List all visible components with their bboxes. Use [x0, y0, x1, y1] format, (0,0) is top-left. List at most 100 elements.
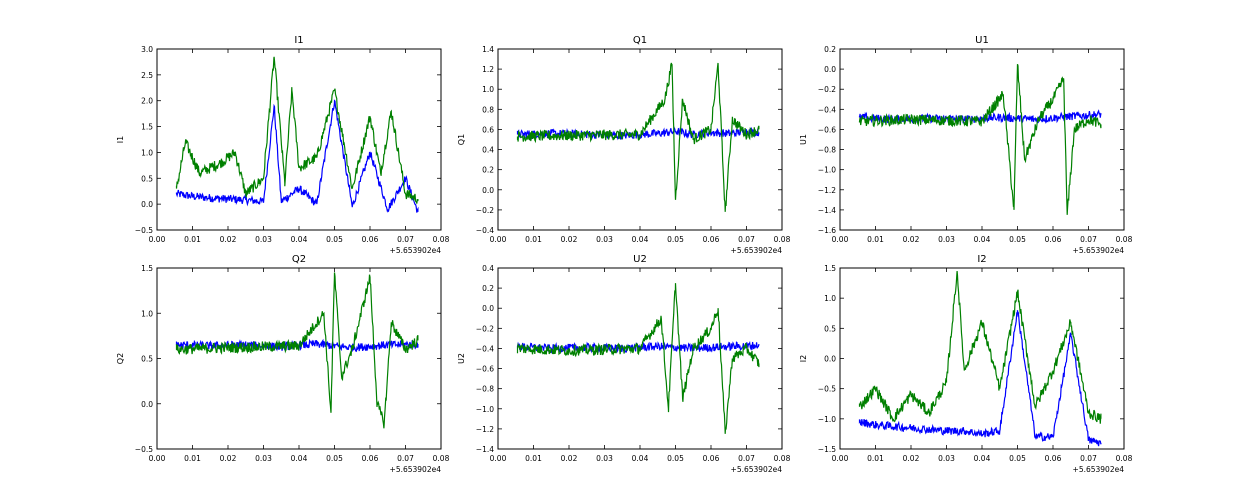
- series-line-2: [858, 63, 1102, 215]
- y-axis-label: I2: [799, 355, 808, 362]
- y-tick-label: 1.0: [824, 294, 836, 303]
- x-tick-label: 0.00: [149, 454, 166, 463]
- x-tick-label: 0.06: [362, 454, 379, 463]
- subplot-i1: 0.00 0.01 0.02 0.03 0.04 0.05 0.06 0.07 0.08 −0.5…: [116, 35, 450, 255]
- x-tick-label: 0.01: [525, 235, 542, 244]
- subplot-u1: 0.00 0.01 0.02 0.03 0.04 0.05 0.06 0.07 0.08 −1.6…: [799, 35, 1133, 255]
- x-offset-label: +5.653902e4: [390, 246, 442, 255]
- axes-frame: [156, 267, 442, 450]
- y-axis-label: U2: [457, 353, 466, 364]
- x-tick-label: 0.02: [220, 454, 237, 463]
- y-tick-label: 1.5: [141, 123, 153, 132]
- x-tick-label: 0.05: [1009, 235, 1026, 244]
- x-tick-label: 0.05: [667, 235, 684, 244]
- x-tick-label: 0.03: [255, 235, 272, 244]
- y-tick-label: −1.0: [818, 166, 836, 175]
- x-tick-label: 0.02: [903, 235, 920, 244]
- y-tick-label: 0.5: [824, 324, 836, 333]
- series-line-2: [175, 272, 419, 429]
- x-tick-label: 0.07: [738, 454, 755, 463]
- x-tick-label: 0.05: [326, 235, 343, 244]
- x-tick-label: 0.06: [1045, 454, 1062, 463]
- subplot-i2: 0.00 0.01 0.02 0.03 0.04 0.05 0.06 0.07 0.08 −1.5…: [799, 254, 1133, 474]
- axes-frame: [497, 267, 783, 450]
- x-tick-label: 0.01: [184, 454, 201, 463]
- x-tick-label: 0.03: [938, 235, 955, 244]
- x-tick-label: 0.08: [774, 235, 791, 244]
- x-tick-label: 0.04: [291, 454, 308, 463]
- series-line-2: [516, 62, 760, 212]
- y-tick-label: −0.6: [818, 125, 836, 134]
- y-tick-label: 0.2: [482, 284, 494, 293]
- x-tick-label: 0.01: [525, 454, 542, 463]
- x-offset-label: +5.653902e4: [1073, 465, 1125, 474]
- subplot-title: U2: [633, 254, 647, 265]
- x-tick-label: 0.07: [1080, 235, 1097, 244]
- subplot-q2: 0.00 0.01 0.02 0.03 0.04 0.05 0.06 0.07 0.08 −0.5…: [116, 254, 450, 474]
- y-tick-label: −1.5: [818, 445, 836, 454]
- y-axis-label: U1: [799, 134, 808, 145]
- y-tick-label: −1.4: [818, 206, 836, 215]
- x-offset-label: +5.653902e4: [731, 246, 783, 255]
- y-tick-label: 0.0: [141, 200, 153, 209]
- series-line-2: [175, 56, 419, 204]
- y-tick-label: 1.0: [141, 148, 153, 157]
- subplot-title: I2: [977, 254, 986, 265]
- y-tick-label: −0.4: [818, 105, 836, 114]
- y-tick-label: −0.5: [135, 445, 153, 454]
- x-offset-label: +5.653902e4: [390, 465, 442, 474]
- subplot-title: U1: [975, 35, 989, 46]
- y-tick-label: 0.0: [482, 304, 494, 313]
- x-tick-label: 0.05: [326, 454, 343, 463]
- x-tick-label: 0.00: [490, 454, 507, 463]
- y-tick-label: −0.6: [476, 365, 494, 374]
- y-axis-label: Q2: [116, 353, 125, 364]
- y-tick-label: −0.4: [476, 344, 494, 353]
- y-tick-label: 2.0: [141, 97, 153, 106]
- x-tick-label: 0.04: [291, 235, 308, 244]
- x-tick-label: 0.07: [397, 235, 414, 244]
- x-tick-label: 0.06: [703, 454, 720, 463]
- y-tick-label: −0.4: [476, 226, 494, 235]
- x-tick-label: 0.06: [362, 235, 379, 244]
- x-tick-label: 0.07: [397, 454, 414, 463]
- y-tick-label: 1.4: [482, 45, 494, 54]
- y-tick-label: 1.5: [824, 264, 836, 273]
- series-line-2: [858, 270, 1102, 424]
- y-tick-label: −0.2: [476, 206, 494, 215]
- x-tick-label: 0.08: [774, 454, 791, 463]
- x-tick-label: 0.06: [1045, 235, 1062, 244]
- x-tick-label: 0.00: [490, 235, 507, 244]
- series-line-2: [516, 283, 760, 434]
- y-tick-label: 0.2: [482, 166, 494, 175]
- y-tick-label: 0.0: [141, 400, 153, 409]
- y-tick-label: 2.5: [141, 71, 153, 80]
- y-axis-label: I1: [116, 136, 125, 143]
- series-line-1: [516, 125, 760, 141]
- y-tick-label: −1.2: [476, 425, 494, 434]
- x-tick-label: 0.02: [220, 235, 237, 244]
- x-tick-label: 0.04: [632, 454, 649, 463]
- y-tick-label: 3.0: [141, 45, 153, 54]
- series-line-1: [175, 99, 419, 213]
- y-tick-label: 0.0: [824, 65, 836, 74]
- x-tick-label: 0.00: [832, 454, 849, 463]
- subplot-title: Q2: [292, 254, 306, 265]
- y-tick-label: 0.0: [482, 186, 494, 195]
- x-tick-label: 0.01: [184, 235, 201, 244]
- y-tick-label: −0.5: [818, 385, 836, 394]
- x-tick-label: 0.03: [596, 235, 613, 244]
- y-tick-label: 0.4: [482, 146, 494, 155]
- x-tick-label: 0.00: [832, 235, 849, 244]
- y-tick-label: 0.5: [141, 355, 153, 364]
- y-tick-label: 1.0: [482, 85, 494, 94]
- y-tick-label: −1.0: [818, 415, 836, 424]
- y-tick-label: −1.6: [818, 226, 836, 235]
- y-axis-label: Q1: [457, 134, 466, 145]
- axes-frame: [156, 48, 442, 231]
- x-tick-label: 0.06: [703, 235, 720, 244]
- x-tick-label: 0.02: [561, 235, 578, 244]
- x-tick-label: 0.03: [596, 454, 613, 463]
- x-tick-label: 0.02: [561, 454, 578, 463]
